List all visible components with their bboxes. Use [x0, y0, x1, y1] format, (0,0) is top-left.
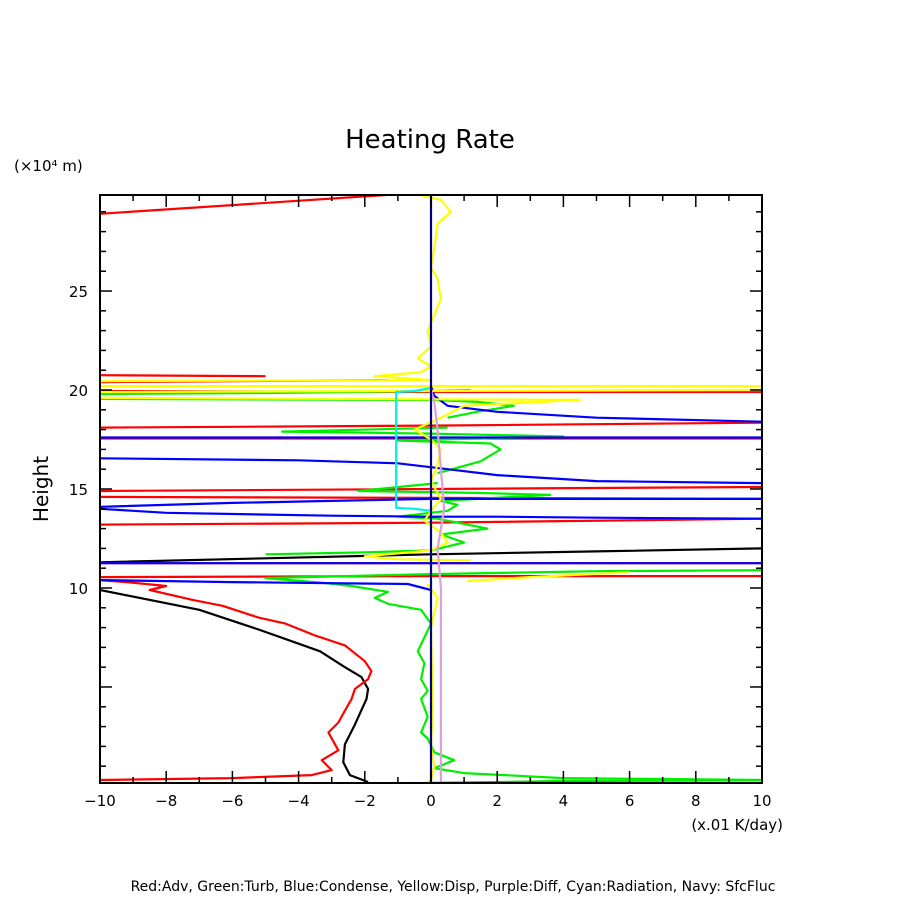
x-tick-label: 10: [752, 792, 771, 810]
x-tick-label: 6: [625, 792, 635, 810]
series-cyan-radiation: [395, 386, 432, 512]
x-tick-label: 4: [559, 792, 569, 810]
x-tick-label: −10: [84, 792, 116, 810]
y-tick-label: 25: [69, 283, 88, 301]
y-unit-label: (×10⁴ m): [14, 157, 83, 175]
series-navy-sfcfluc: [429, 195, 762, 783]
x-tick-label: 8: [691, 792, 701, 810]
x-tick-label: −2: [354, 792, 376, 810]
y-tick-label: 10: [69, 580, 88, 598]
legend: Red:Adv, Green:Turb, Blue:Condense, Yell…: [131, 879, 776, 895]
x-unit-label: (x.01 K/day): [691, 816, 783, 834]
x-tick-label: 2: [492, 792, 502, 810]
series-purple-diff: [429, 389, 446, 782]
x-tick-label: 0: [426, 792, 436, 810]
series-layer: [100, 195, 762, 783]
y-tick-label: 20: [69, 382, 88, 400]
y-axis-title: Height: [29, 456, 53, 522]
x-tick-label: −4: [288, 792, 310, 810]
x-tick-label: −8: [155, 792, 177, 810]
chart-title: Heating Rate: [345, 125, 515, 155]
y-tick-label: 15: [69, 481, 88, 499]
x-tick-label: −6: [221, 792, 243, 810]
axes-layer: −10 −8 −6 −4 −2 0 2 4 6 8 10 10 15 20 25: [69, 194, 772, 810]
